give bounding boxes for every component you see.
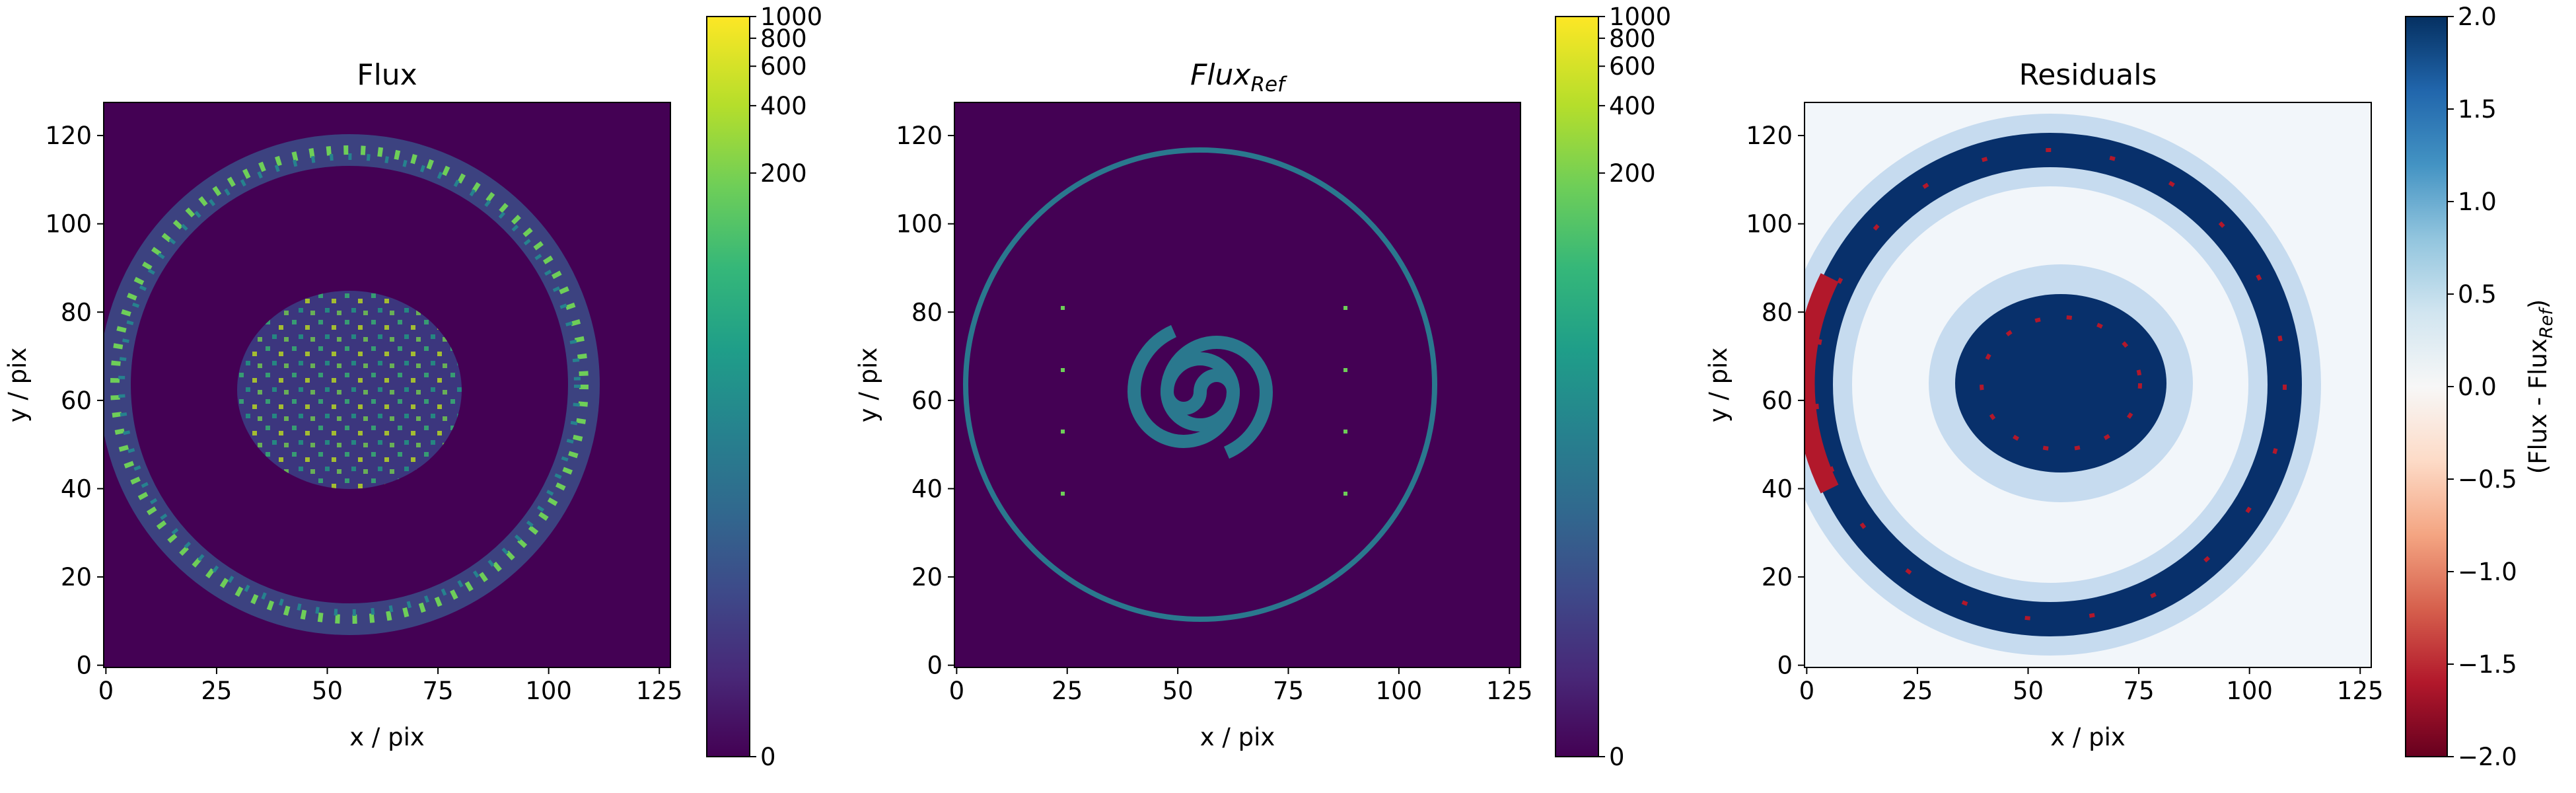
y-tick-label: 80 [1762, 298, 1793, 326]
colorbar-label-text: (Flux - Flux [2524, 338, 2552, 474]
x-tick-label: 100 [1376, 677, 1423, 705]
colorbar-tick-label: 1.5 [2458, 95, 2497, 124]
colorbar-tick-label: 800 [760, 24, 807, 53]
y-tick-label: 20 [61, 563, 92, 591]
colorbar-tick-label: −1.5 [2458, 650, 2517, 679]
x-tick-label: 25 [1902, 677, 1933, 705]
colorbar-tick-label: 800 [1609, 24, 1656, 53]
chart-title: Residuals [2019, 58, 2157, 92]
title-text: Residuals [2019, 58, 2157, 92]
y-tick-label: 60 [61, 387, 92, 415]
y-tick-label: 100 [45, 210, 92, 239]
y-axis-label: y / pix [1704, 348, 1733, 423]
title-text: Flux [357, 58, 417, 92]
axes-frame [103, 102, 671, 668]
y-tick-label: 60 [912, 387, 943, 415]
y-tick-label: 120 [1746, 122, 1793, 150]
y-tick-label: 0 [1777, 652, 1793, 680]
title-subscript: Ref [1250, 73, 1287, 96]
y-tick-label: 40 [1762, 474, 1793, 503]
y-tick-label: 0 [76, 652, 92, 680]
y-tick-label: 120 [45, 122, 92, 150]
y-tick-label: 80 [61, 298, 92, 326]
x-tick-label: 100 [525, 677, 572, 705]
y-tick-label: 20 [912, 563, 943, 591]
x-tick-label: 0 [98, 677, 114, 705]
y-tick-label: 40 [61, 474, 92, 503]
colorbar-tick-label: 1.0 [2458, 188, 2497, 216]
y-tick-label: 40 [912, 474, 943, 503]
x-tick-label: 50 [1163, 677, 1194, 705]
x-tick-label: 100 [2226, 677, 2273, 705]
x-tick-label: 125 [2337, 677, 2384, 705]
chart-title: FluxRef [1190, 58, 1287, 96]
y-axis-label: y / pix [854, 348, 882, 423]
colorbar-label-end: ) [2524, 299, 2552, 309]
y-tick-label: 20 [1762, 563, 1793, 591]
x-tick-label: 0 [1799, 677, 1815, 705]
colorbar-label: (Flux - FluxRef) [2524, 299, 2557, 474]
colorbar [1555, 16, 1599, 757]
colorbar-tick-label: 400 [1609, 92, 1656, 120]
colorbar-tick-label: 1000 [1609, 3, 1671, 31]
colorbar-tick-label: 0 [1609, 743, 1625, 771]
colorbar-tick-label: 0 [760, 743, 776, 771]
x-tick-label: 75 [1273, 677, 1304, 705]
y-tick-label: 100 [1746, 210, 1793, 239]
y-tick-label: 120 [896, 122, 943, 150]
colorbar-tick-label: −0.5 [2458, 465, 2517, 494]
x-tick-label: 50 [2013, 677, 2044, 705]
colorbar [706, 16, 750, 757]
colorbar-tick-label: 200 [1609, 159, 1656, 188]
colorbar-tick-label: 600 [760, 52, 807, 81]
axes-frame [954, 102, 1521, 668]
colorbar-tick-label: 2.0 [2458, 3, 2497, 31]
x-tick-label: 75 [2124, 677, 2155, 705]
colorbar [2405, 16, 2448, 757]
colorbar-tick-label: 1000 [760, 3, 822, 31]
colorbar-tick-label: −2.0 [2458, 743, 2517, 771]
x-tick-label: 25 [1052, 677, 1083, 705]
y-tick-label: 80 [912, 298, 943, 326]
image-residuals [1805, 102, 2371, 667]
x-tick-label: 25 [201, 677, 232, 705]
y-tick-label: 0 [927, 652, 943, 680]
x-axis-label: x / pix [1200, 723, 1275, 751]
y-axis-label: y / pix [3, 348, 32, 423]
x-axis-label: x / pix [2050, 723, 2126, 751]
y-tick-label: 100 [896, 210, 943, 239]
x-tick-label: 125 [636, 677, 683, 705]
colorbar-tick-label: 600 [1609, 52, 1656, 81]
colorbar-tick-label: 0.0 [2458, 373, 2497, 401]
x-tick-label: 0 [949, 677, 965, 705]
colorbar-label-subscript: Ref [2536, 307, 2557, 338]
image-flux [104, 102, 670, 667]
colorbar-tick-label: 400 [760, 92, 807, 120]
image-flux-ref [954, 102, 1521, 667]
title-text: Flux [1190, 58, 1251, 92]
x-tick-label: 75 [423, 677, 454, 705]
chart-title: Flux [357, 58, 417, 92]
colorbar-tick-label: 0.5 [2458, 280, 2497, 309]
y-tick-label: 60 [1762, 387, 1793, 415]
axes-frame [1804, 102, 2372, 668]
colorbar-tick-label: 200 [760, 159, 807, 188]
x-axis-label: x / pix [349, 723, 425, 751]
colorbar-tick-label: −1.0 [2458, 558, 2517, 586]
x-tick-label: 50 [312, 677, 343, 705]
x-tick-label: 125 [1486, 677, 1533, 705]
